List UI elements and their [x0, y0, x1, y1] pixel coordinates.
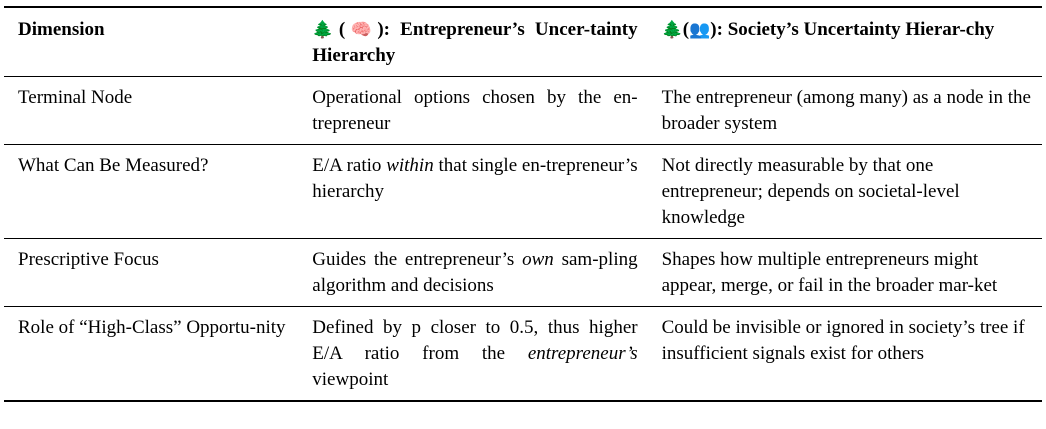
row-society: The entrepreneur (among many) as a node …	[661, 87, 1031, 134]
cell-text: viewpoint	[312, 369, 389, 390]
row-society: Could be invisible or ignored in society…	[661, 317, 1025, 364]
cell-emphasis: own	[522, 249, 554, 270]
tree-icon: 🌲	[312, 20, 339, 40]
cell-emphasis: entrepreneur’s	[527, 343, 638, 364]
cell-text: sam-pling algorithm and decisions	[312, 249, 638, 296]
tree-icon: 🌲	[661, 20, 683, 40]
row-dimension: Prescriptive Focus	[18, 249, 159, 270]
cell-text: Guides the entrepreneur’s	[312, 249, 523, 270]
table-row: What Can Be Measured? E/A ratio within t…	[4, 145, 1042, 239]
row-entrepreneur: Guides the entrepreneur’s own sam-pling …	[298, 239, 647, 307]
row-dimension: Role of “High-Class” Opportu-nity	[18, 317, 286, 338]
row-entrepreneur: Defined by p closer to 0.5, thus higher …	[298, 307, 647, 402]
table-row: Prescriptive Focus Guides the entreprene…	[4, 239, 1042, 307]
cell-text: that single en-trepreneur’s hierarchy	[312, 155, 638, 202]
row-entrepreneur: Operational options chosen by the en-tre…	[312, 87, 638, 134]
row-dimension: What Can Be Measured?	[18, 155, 209, 176]
brain-icon: 🧠	[345, 20, 378, 40]
header-society-hierarchy: 🌲(👥): Society’s Uncertainty Hierar-chy	[661, 19, 995, 40]
table-header-row: Dimension 🌲(🧠): Entrepreneur’s Uncer-tai…	[4, 7, 1042, 77]
row-society: Shapes how multiple entrepreneurs might …	[661, 249, 998, 296]
row-entrepreneur: E/A ratio within that single en-treprene…	[298, 145, 647, 239]
row-dimension: Terminal Node	[18, 87, 133, 108]
header-dimension: Dimension	[18, 19, 105, 40]
table-row: Role of “High-Class” Opportu-nity Define…	[4, 307, 1042, 402]
header-entrepreneur-title: Entrepreneur’s Uncer-tainty Hierarchy	[312, 19, 638, 66]
cell-text: Defined by p closer to 0.5, thus higher …	[312, 317, 638, 364]
uncertainty-hierarchy-table: Dimension 🌲(🧠): Entrepreneur’s Uncer-tai…	[4, 6, 1042, 402]
cell-emphasis: within	[386, 155, 434, 176]
header-society-title: Society’s Uncertainty Hierar-chy	[727, 19, 995, 40]
row-society: Not directly measurable by that one entr…	[661, 155, 960, 228]
table-row: Terminal Node Operational options chosen…	[4, 77, 1042, 145]
people-icon: 👥	[689, 20, 711, 40]
header-entrepreneur-hierarchy: 🌲(🧠): Entrepreneur’s Uncer-tainty Hierar…	[312, 19, 638, 66]
cell-text: E/A ratio	[312, 155, 387, 176]
